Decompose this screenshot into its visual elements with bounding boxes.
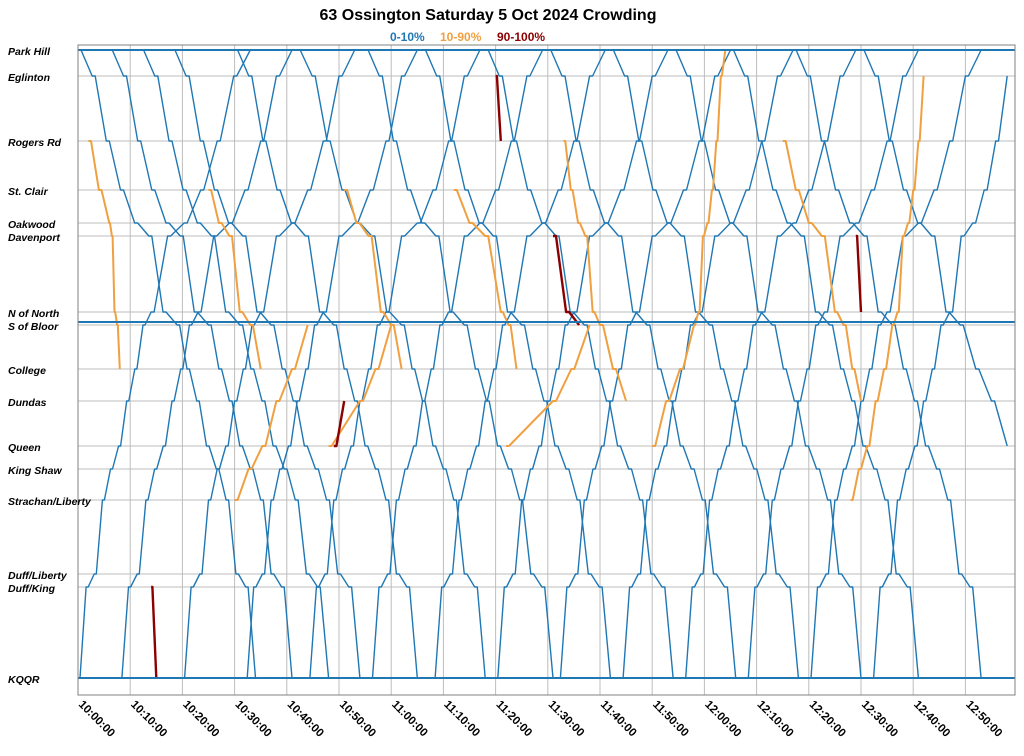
trip-line (78, 49, 251, 679)
trip-line (333, 400, 346, 448)
trip-line (610, 49, 800, 679)
y-tick-label: St. Clair (8, 186, 49, 198)
trip-line (558, 49, 732, 679)
trip-line (782, 140, 862, 402)
trip-line (652, 49, 727, 447)
trip-line (78, 49, 257, 679)
y-tick-label: N of North (8, 308, 59, 320)
trip-line (344, 189, 403, 370)
y-tick-label: Duff/Liberty (8, 570, 68, 582)
y-tick-label: Eglinton (8, 72, 50, 84)
trip-line (495, 49, 669, 679)
trip-line (245, 49, 418, 679)
y-tick-label: Dundas (8, 397, 47, 409)
trip-line (140, 49, 330, 679)
series-3 (151, 74, 863, 679)
plot-frame (77, 44, 1016, 696)
trip-line (563, 140, 628, 402)
trip-line (119, 49, 293, 679)
trip-line (182, 49, 356, 679)
series-1 (78, 49, 1008, 679)
trip-line (151, 585, 158, 679)
y-axis-labels: Park Hill Eglinton Rogers Rd St. Clair Oakwo… (8, 46, 92, 686)
y-tick-label: Strachan/Liberty (8, 496, 92, 508)
y-tick-label: Rogers Rd (8, 137, 62, 149)
legend-item: 90-100% (497, 30, 545, 44)
trip-line (808, 49, 982, 679)
trip-line (683, 49, 857, 679)
trip-lines (78, 49, 1015, 679)
trip-line (506, 324, 591, 447)
trip-line (109, 49, 293, 679)
trip-line (370, 49, 544, 679)
y-tick-label: College (8, 365, 46, 377)
series-2 (88, 49, 925, 501)
trip-line (861, 49, 1008, 447)
trip-line (850, 75, 925, 501)
trip-line (88, 140, 121, 370)
trip-line (553, 234, 581, 326)
trip-line (855, 234, 863, 313)
trip-line (871, 75, 1008, 679)
trip-line (328, 324, 393, 447)
y-tick-label: Park Hill (8, 46, 51, 58)
plot-border (77, 44, 1016, 696)
legend: 0-10% 10-90% 90-100% (390, 30, 545, 44)
trip-line (307, 49, 481, 679)
y-tick-label: Oakwood (8, 219, 56, 231)
y-tick-label: King Shaw (8, 465, 63, 477)
trip-line (422, 49, 612, 679)
trip-line (673, 49, 862, 679)
trip-line (433, 49, 606, 679)
y-tick-label: Duff/King (8, 583, 56, 595)
trip-line (485, 49, 674, 679)
legend-item: 0-10% (390, 30, 425, 44)
y-tick-label: KQQR (8, 674, 40, 686)
trip-line (172, 49, 361, 679)
trip-line (495, 74, 502, 142)
y-tick-label: Queen (8, 442, 41, 454)
trip-line (297, 49, 486, 679)
chart-title: 63 Ossington Saturday 5 Oct 2024 Crowdin… (320, 7, 657, 24)
trip-line (234, 49, 418, 679)
legend-item: 10-90% (440, 30, 482, 44)
trip-line (234, 324, 309, 501)
trip-line (547, 49, 737, 679)
trip-line (746, 49, 920, 679)
y-tick-label: Davenport (8, 232, 60, 244)
trip-line (453, 189, 518, 370)
trip-line (208, 189, 262, 370)
y-tick-label: S of Bloor (8, 321, 59, 333)
